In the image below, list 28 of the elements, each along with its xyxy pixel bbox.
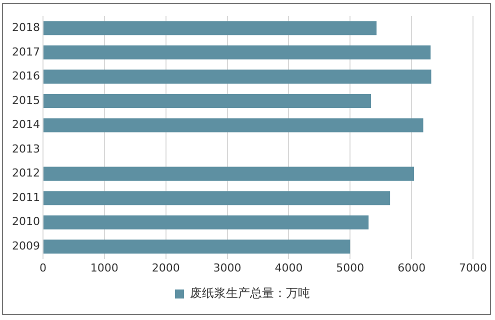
x-tick-label: 6000: [398, 261, 426, 274]
x-tick-label: 5000: [336, 261, 364, 274]
y-tick-label: 2011: [12, 190, 40, 204]
bar: [43, 240, 350, 254]
y-tick-label: 2009: [12, 240, 40, 253]
x-tick-label: 2000: [152, 261, 180, 274]
x-tick-label: 7000: [459, 261, 488, 274]
x-tick-label: 3000: [213, 261, 242, 274]
bar: [43, 45, 431, 60]
bar: [43, 94, 372, 108]
y-tick-label: 2013: [12, 142, 40, 156]
bar: [43, 215, 369, 230]
y-tick-label: 2016: [12, 70, 40, 83]
y-tick-label: 2018: [12, 21, 40, 34]
y-tick-label: 2015: [12, 94, 40, 107]
x-tick-label: 0: [39, 261, 46, 274]
legend-label: 废纸浆生产总量：万吨: [190, 286, 310, 300]
y-tick-label: 2017: [12, 45, 40, 58]
bar: [43, 191, 390, 206]
y-tick-label: 2014: [12, 118, 40, 132]
bar: [43, 166, 414, 181]
y-tick-label: 2012: [12, 166, 40, 180]
y-tick-label: 2010: [12, 215, 40, 228]
x-tick-label: 4000: [274, 261, 303, 274]
bar: [43, 21, 377, 36]
bar: [43, 70, 432, 84]
bar: [43, 118, 424, 132]
x-tick-label: 1000: [90, 261, 118, 274]
